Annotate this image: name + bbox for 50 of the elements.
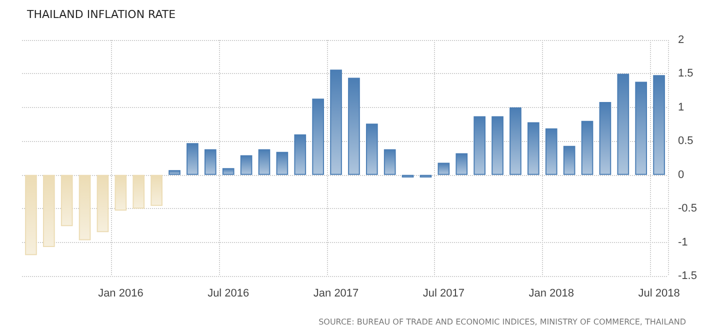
bar	[60, 174, 73, 226]
y-tick-label: 0.5	[678, 135, 694, 148]
bar	[510, 107, 522, 175]
bar	[330, 70, 342, 175]
bar	[312, 98, 324, 175]
bar	[438, 162, 450, 175]
y-tick-label: 2	[678, 34, 684, 46]
y-tick-label: -1.5	[678, 270, 697, 282]
bar	[222, 168, 234, 175]
bar	[204, 149, 216, 175]
bar	[276, 152, 288, 175]
x-tick-label: Jan 2018	[528, 288, 574, 300]
bar	[617, 74, 630, 175]
y-tick-label: 0	[678, 168, 684, 181]
x-tick-label: Jan 2017	[313, 288, 359, 300]
bar	[258, 149, 270, 175]
bar	[545, 128, 558, 175]
x-tick-label: Jan 2016	[98, 288, 144, 300]
x-tick-label: Jul 2017	[422, 288, 464, 300]
bar	[186, 143, 198, 175]
y-tick-label: -1	[678, 236, 688, 248]
y-tick-label: -0.5	[678, 202, 697, 215]
y-tick-label: 1.5	[678, 68, 694, 80]
x-tick-label: Jul 2016	[208, 288, 250, 300]
x-tick-label: Jul 2018	[638, 288, 680, 300]
bar	[563, 146, 576, 175]
chart-title: THAILAND INFLATION RATE	[26, 8, 176, 21]
bar	[474, 116, 486, 175]
bar	[150, 174, 163, 206]
y-tick-label: 1	[678, 101, 684, 114]
bar	[366, 124, 378, 175]
bar	[96, 174, 109, 232]
bar	[42, 174, 55, 248]
bar	[456, 153, 468, 175]
bar	[168, 170, 180, 175]
bar	[240, 155, 252, 175]
bar	[294, 134, 306, 175]
bar	[114, 174, 127, 211]
bar	[581, 120, 594, 175]
bar	[527, 122, 540, 175]
source-note: SOURCE: BUREAU OF TRADE AND ECONOMIC INDICES, MINISTRY OF COMMERCE, THAILAND	[318, 318, 686, 326]
bar	[384, 149, 396, 175]
bar	[492, 116, 504, 175]
bar	[348, 78, 360, 175]
bar	[653, 75, 665, 175]
bar	[78, 174, 91, 240]
bar	[599, 102, 612, 175]
bar	[132, 174, 145, 209]
bar	[25, 174, 37, 256]
bar	[635, 82, 648, 175]
